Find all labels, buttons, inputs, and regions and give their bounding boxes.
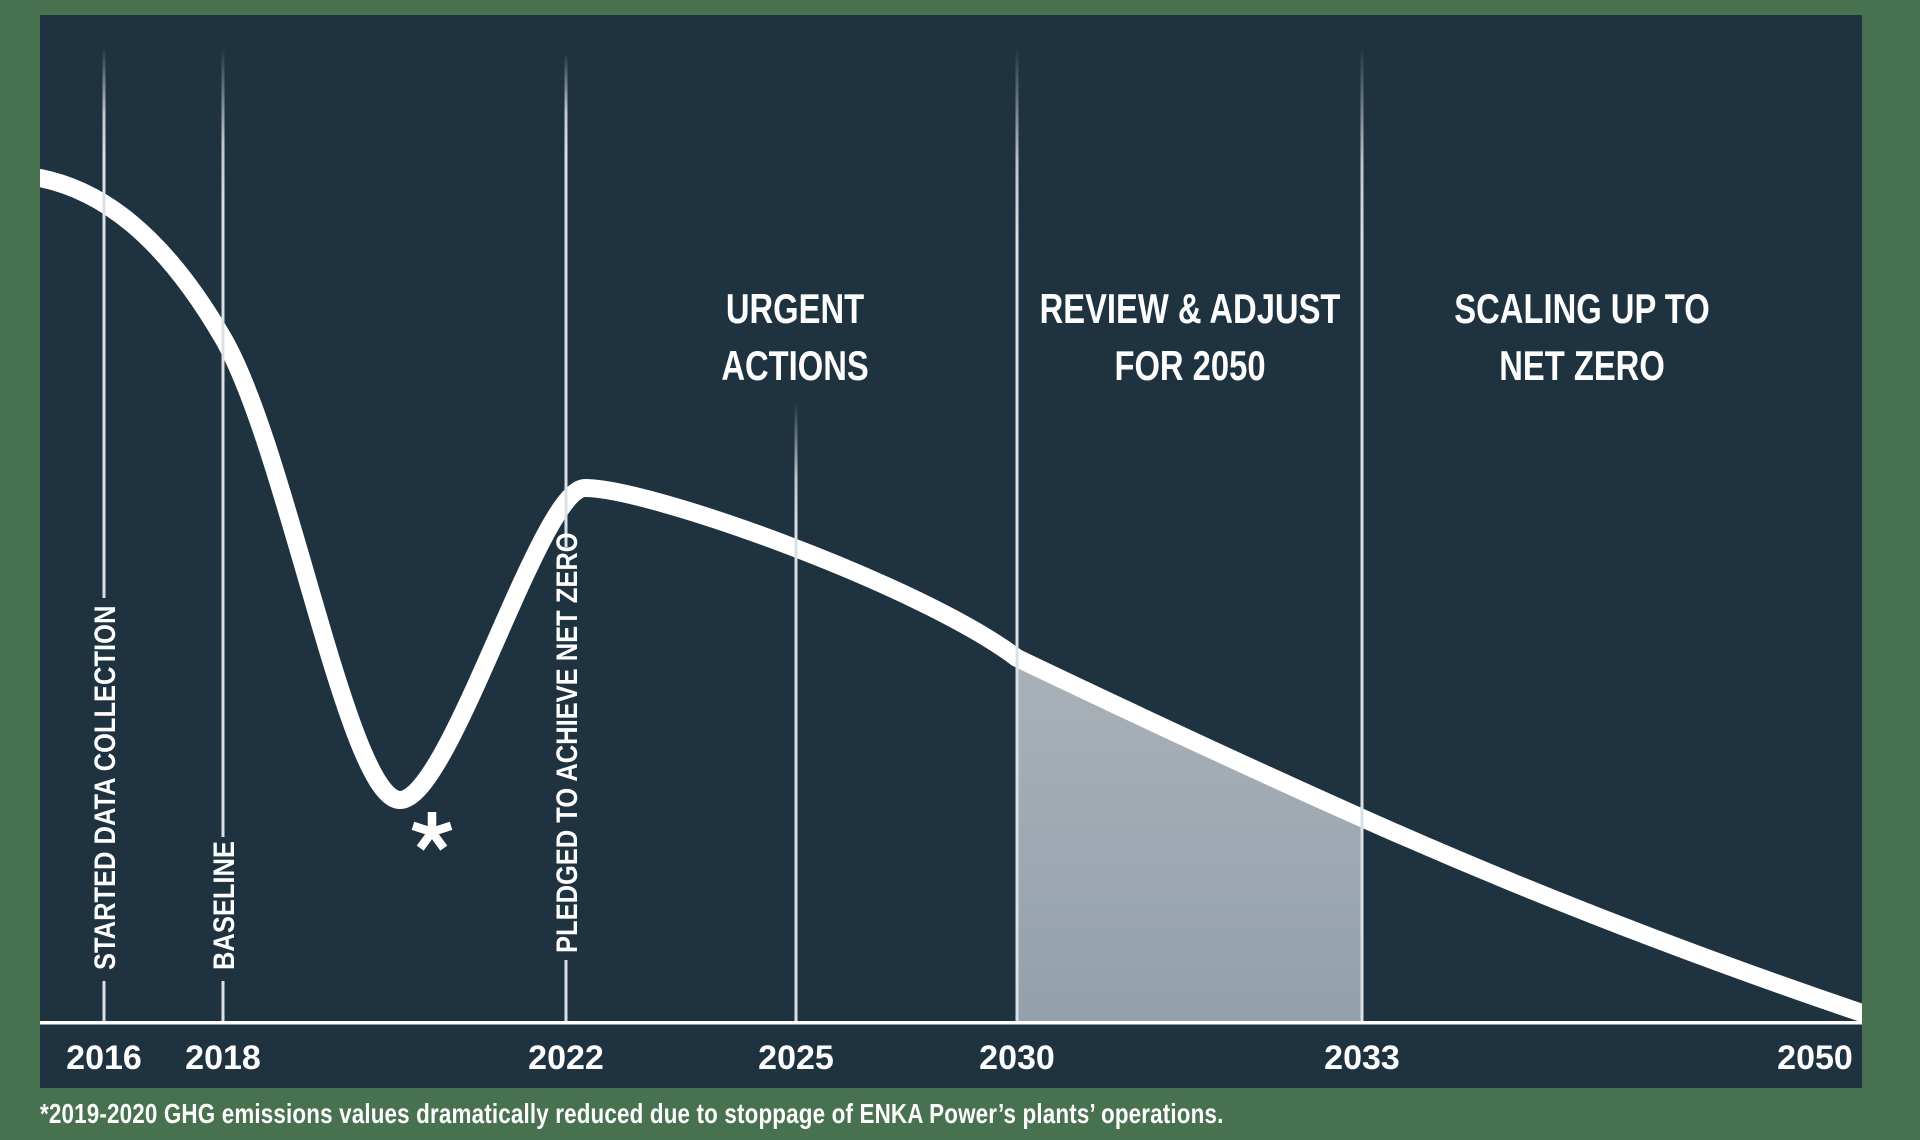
phase-scaling-line1: SCALING UP TO [1454,285,1709,332]
year-label-2033: 2033 [1324,1039,1400,1077]
year-label-2016: 2016 [66,1039,142,1077]
phase-scaling-line2: NET ZERO [1499,342,1665,389]
footnote: *2019-2020 GHG emissions values dramatic… [40,1098,1900,1130]
axis-line [40,1021,1862,1025]
milestone-line-2016 [102,47,106,598]
milestone-line-2018 [221,47,225,837]
year-label-2022: 2022 [528,1039,604,1077]
milestone-label-2018: BASELINE [207,841,240,970]
asterisk-annotation [411,812,453,851]
phase-review-line2: FOR 2050 [1114,342,1265,389]
phase-labels: URGENT ACTIONS REVIEW & ADJUST FOR 2050 … [721,285,1709,389]
highlight-area-2030-2033 [1017,661,1362,1023]
phase-urgent-line2: ACTIONS [721,342,868,389]
emissions-trajectory-chart: STARTED DATA COLLECTION BASELINE PLEDGED… [40,47,1862,1077]
chart-panel: STARTED DATA COLLECTION BASELINE PLEDGED… [40,15,1862,1088]
milestone-line-2025 [794,403,798,1023]
phase-urgent-line1: URGENT [726,285,864,332]
year-label-2050: 2050 [1777,1039,1853,1077]
year-label-2018: 2018 [185,1039,261,1077]
emissions-curve [40,169,1862,1022]
milestone-line-2018-foot [221,981,225,1023]
footnote-text: *2019-2020 GHG emissions values dramatic… [40,1098,1224,1129]
phase-review-line1: REVIEW & ADJUST [1040,285,1341,332]
milestone-label-2022: PLEDGED TO ACHIEVE NET ZERO [550,532,583,953]
milestone-line-2022-foot [564,960,568,1023]
milestone-label-2016: STARTED DATA COLLECTION [88,606,121,970]
milestone-line-2033 [1360,47,1364,1023]
milestone-line-2030 [1015,47,1019,1023]
milestone-line-2016-foot [102,981,106,1023]
milestone-line-2022 [564,53,568,547]
milestone-lines [102,47,1364,1023]
year-label-2030: 2030 [979,1039,1055,1077]
year-labels: 2016 2018 2022 2025 2030 2033 2050 [66,1039,1853,1077]
year-label-2025: 2025 [758,1039,834,1077]
